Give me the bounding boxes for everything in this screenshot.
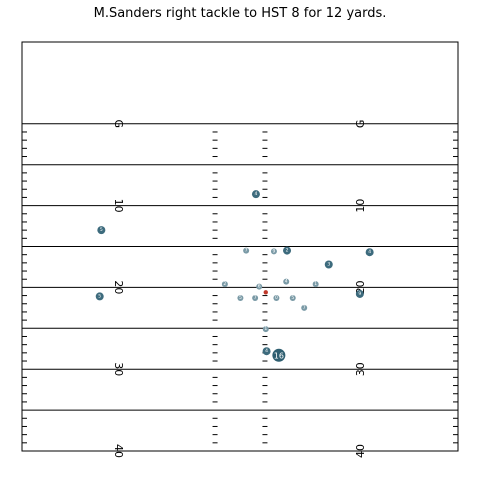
player-jersey-number: 5 [239,295,242,301]
yard-lines [22,123,458,411]
yard-number-label: 10 [354,199,367,213]
player-marker [262,326,269,333]
yard-number-label: 10 [112,199,125,213]
player-marker [365,248,374,257]
player-jersey-number: 5 [291,295,294,301]
player-marker [312,281,319,288]
yard-number-label: 30 [112,362,125,376]
player-jersey-number: 7 [245,248,248,254]
player-jersey-number: 7 [254,295,257,301]
player-jersey-number: 1 [314,281,317,287]
yard-number-label: 20 [112,280,125,294]
yard-number-label: G [354,120,367,129]
player-jersey-number: 4 [368,249,371,255]
player-marker [301,304,308,311]
player-jersey-number: 4 [255,191,258,197]
player-jersey-number: 3 [327,261,330,267]
player-marker [221,281,228,288]
yard-number-label: 30 [354,362,367,376]
yard-number-label: 40 [112,444,125,458]
player-marker [237,295,244,302]
player-marker [355,289,364,298]
player-marker [243,247,250,254]
player-marker [270,248,277,255]
player-marker [273,295,280,302]
chart-title: M.Sanders right tackle to HST 8 for 12 y… [93,6,387,21]
player-jersey-number: 5 [98,293,101,299]
player-marker [251,190,260,199]
player-marker [95,292,104,301]
player-markers: 4 2 9 7 3 4 5 2 6 4 1 5 5 7 0 5 7 9 1 4 16 [95,190,374,362]
player-jersey-number: 9 [358,291,361,297]
ball-carrier-jersey-number: 16 [274,351,284,360]
player-marker [256,283,263,290]
player-jersey-number: 7 [303,305,306,311]
player-marker [262,347,271,356]
player-marker [283,246,292,255]
player-jersey-number: 0 [275,295,278,301]
yard-number-label: G [112,120,125,129]
player-jersey-number: 1 [264,326,267,332]
yard-number-label: 40 [354,444,367,458]
player-jersey-number: 5 [100,227,103,233]
player-jersey-number: 4 [285,279,288,285]
player-marker [97,226,106,235]
player-jersey-number: 9 [273,248,276,254]
player-jersey-number: 4 [265,348,268,354]
player-jersey-number: 6 [258,284,261,290]
player-jersey-number: 2 [223,281,226,287]
player-marker [324,260,333,269]
player-jersey-number: 2 [286,248,289,254]
player-marker [252,295,259,302]
player-marker [289,295,296,302]
ball-carrier-marker [272,348,286,362]
hash-marks [22,131,458,444]
football-marker [263,290,268,295]
player-marker [283,278,290,285]
